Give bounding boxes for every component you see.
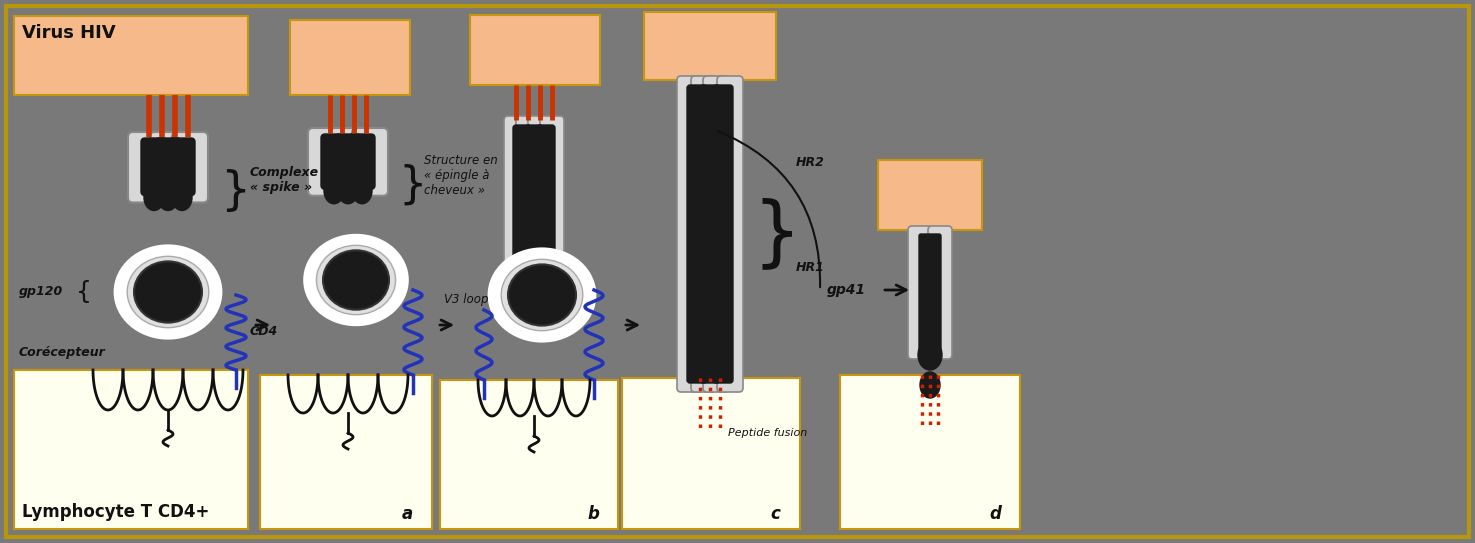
FancyBboxPatch shape bbox=[525, 125, 543, 310]
FancyBboxPatch shape bbox=[155, 138, 181, 195]
Text: gp41: gp41 bbox=[827, 283, 866, 297]
FancyBboxPatch shape bbox=[516, 116, 540, 319]
FancyBboxPatch shape bbox=[540, 116, 563, 319]
Text: gp120: gp120 bbox=[19, 286, 63, 299]
Ellipse shape bbox=[158, 185, 178, 211]
FancyBboxPatch shape bbox=[701, 85, 720, 383]
Ellipse shape bbox=[920, 372, 940, 398]
Ellipse shape bbox=[304, 234, 409, 326]
Text: V3 loop: V3 loop bbox=[444, 294, 488, 306]
Text: Virus HIV: Virus HIV bbox=[22, 24, 115, 42]
Text: Peptide fusion: Peptide fusion bbox=[729, 428, 807, 438]
FancyBboxPatch shape bbox=[150, 132, 186, 203]
Ellipse shape bbox=[323, 250, 389, 310]
FancyBboxPatch shape bbox=[645, 12, 776, 80]
FancyBboxPatch shape bbox=[909, 226, 932, 359]
FancyBboxPatch shape bbox=[677, 76, 704, 392]
Text: }: } bbox=[752, 197, 801, 271]
Ellipse shape bbox=[114, 244, 223, 339]
Ellipse shape bbox=[324, 178, 344, 204]
FancyBboxPatch shape bbox=[353, 128, 388, 195]
FancyBboxPatch shape bbox=[128, 132, 164, 203]
Ellipse shape bbox=[502, 260, 583, 331]
Text: Corécepteur: Corécepteur bbox=[19, 346, 106, 359]
FancyBboxPatch shape bbox=[173, 132, 208, 203]
Ellipse shape bbox=[145, 185, 164, 211]
Ellipse shape bbox=[127, 256, 209, 327]
Ellipse shape bbox=[488, 248, 596, 343]
Text: Complexe
« spike »: Complexe « spike » bbox=[249, 166, 319, 194]
Ellipse shape bbox=[353, 178, 372, 204]
FancyBboxPatch shape bbox=[622, 378, 799, 529]
FancyBboxPatch shape bbox=[13, 370, 248, 529]
FancyBboxPatch shape bbox=[142, 138, 167, 195]
FancyBboxPatch shape bbox=[929, 234, 941, 351]
Text: Structure en
« épingle à
cheveux »: Structure en « épingle à cheveux » bbox=[423, 154, 497, 197]
FancyBboxPatch shape bbox=[712, 85, 733, 383]
FancyBboxPatch shape bbox=[528, 116, 552, 319]
Text: a: a bbox=[401, 505, 413, 523]
FancyBboxPatch shape bbox=[471, 15, 600, 85]
FancyBboxPatch shape bbox=[513, 125, 531, 310]
Text: Lymphocyte T CD4+: Lymphocyte T CD4+ bbox=[22, 503, 209, 521]
FancyBboxPatch shape bbox=[291, 20, 410, 95]
FancyBboxPatch shape bbox=[690, 76, 717, 392]
Ellipse shape bbox=[173, 185, 192, 211]
FancyBboxPatch shape bbox=[537, 125, 555, 310]
FancyBboxPatch shape bbox=[440, 380, 618, 529]
Text: HR1: HR1 bbox=[796, 261, 825, 274]
Text: {: { bbox=[77, 280, 91, 304]
FancyBboxPatch shape bbox=[839, 375, 1021, 529]
FancyBboxPatch shape bbox=[308, 128, 344, 195]
FancyBboxPatch shape bbox=[330, 128, 366, 195]
FancyBboxPatch shape bbox=[350, 134, 375, 190]
FancyBboxPatch shape bbox=[928, 226, 951, 359]
Text: CD4: CD4 bbox=[249, 325, 279, 338]
Ellipse shape bbox=[317, 245, 395, 314]
FancyBboxPatch shape bbox=[504, 116, 528, 319]
Text: }: } bbox=[398, 164, 426, 207]
Text: }: } bbox=[220, 169, 251, 214]
Ellipse shape bbox=[917, 340, 943, 370]
FancyBboxPatch shape bbox=[170, 138, 195, 195]
Text: c: c bbox=[770, 505, 780, 523]
FancyBboxPatch shape bbox=[13, 16, 248, 95]
Ellipse shape bbox=[134, 261, 202, 323]
Text: b: b bbox=[587, 505, 599, 523]
FancyBboxPatch shape bbox=[704, 76, 729, 392]
Text: HR2: HR2 bbox=[796, 156, 825, 169]
FancyBboxPatch shape bbox=[687, 85, 707, 383]
Ellipse shape bbox=[507, 264, 577, 326]
Text: d: d bbox=[990, 505, 1002, 523]
FancyBboxPatch shape bbox=[260, 375, 432, 529]
FancyBboxPatch shape bbox=[335, 134, 361, 190]
FancyBboxPatch shape bbox=[322, 134, 347, 190]
FancyBboxPatch shape bbox=[717, 76, 743, 392]
FancyBboxPatch shape bbox=[878, 160, 982, 230]
FancyBboxPatch shape bbox=[919, 234, 931, 351]
Ellipse shape bbox=[338, 178, 358, 204]
FancyBboxPatch shape bbox=[6, 6, 1469, 537]
